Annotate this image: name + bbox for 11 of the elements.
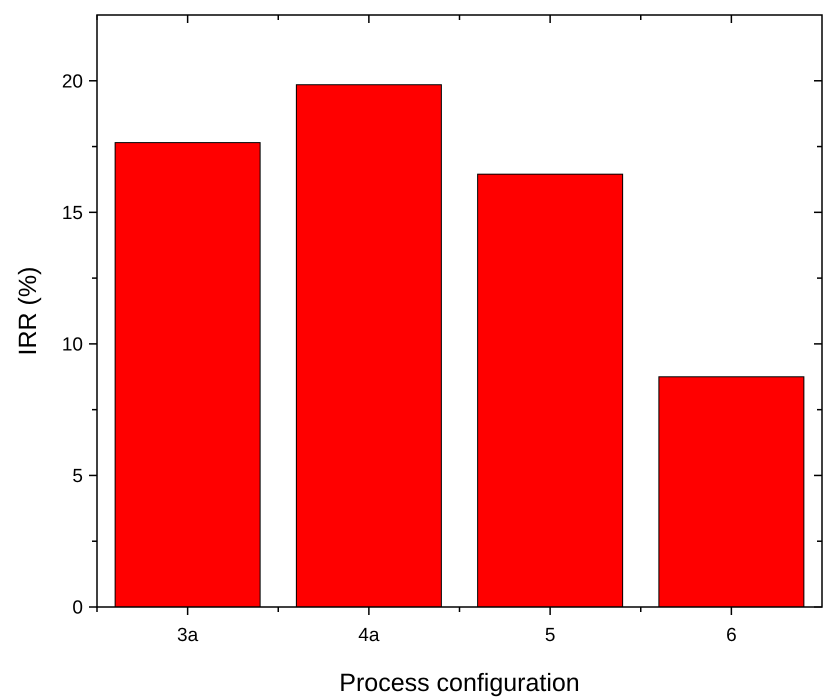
y-tick-label: 0 [72,598,83,619]
y-tick-label: 10 [62,334,83,356]
x-axis-title: Process configuration [339,669,580,697]
y-axis-title: IRR (%) [14,266,42,356]
x-tick-label: 4a [358,625,380,646]
x-tick-label: 3a [177,625,199,646]
x-tick-label: 5 [544,625,556,646]
y-tick-label: 20 [62,71,83,92]
y-tick-label: 5 [72,466,83,488]
x-tick-label: 6 [726,625,737,646]
y-tick-label: 15 [62,202,83,224]
